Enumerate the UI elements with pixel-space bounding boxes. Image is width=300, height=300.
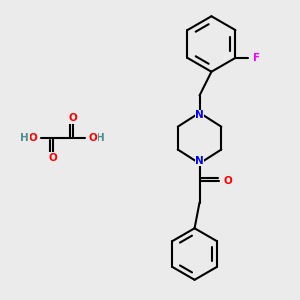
Text: N: N (195, 110, 204, 120)
Text: O: O (68, 113, 77, 123)
Text: H: H (97, 133, 105, 143)
Text: O: O (28, 133, 37, 143)
Text: O: O (49, 153, 57, 163)
Text: H: H (20, 133, 29, 143)
Text: O: O (223, 176, 232, 186)
Text: O: O (88, 133, 97, 143)
Text: N: N (195, 156, 204, 166)
Text: F: F (253, 53, 260, 63)
